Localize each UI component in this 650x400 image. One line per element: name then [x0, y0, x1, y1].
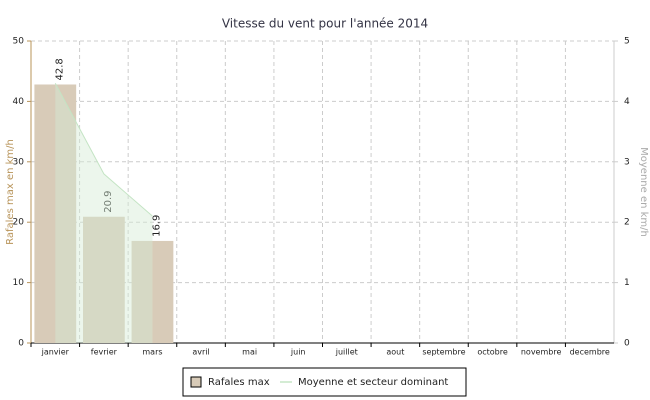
y2-tick-label: 4 — [624, 97, 630, 107]
y2-tick-label: 1 — [624, 278, 630, 288]
legend-label: Rafales max — [208, 377, 270, 388]
x-tick-label: juin — [290, 348, 306, 357]
bar — [131, 240, 174, 343]
x-tick-label: novembre — [521, 348, 562, 357]
legend-box — [182, 367, 467, 397]
x-tick-label: avril — [192, 348, 209, 357]
y2-tick-label: 3 — [624, 157, 630, 167]
area — [55, 83, 153, 343]
bar — [82, 216, 125, 343]
x-tick-label: aout — [386, 348, 404, 357]
legend-label: Moyenne et secteur dominant — [298, 377, 448, 388]
y-tick-label: 30 — [13, 157, 25, 167]
y-tick-label: 20 — [13, 218, 25, 228]
x-tick-label: septembre — [422, 348, 465, 357]
bar — [34, 84, 77, 343]
area-line — [54, 83, 153, 217]
y2-tick-label: 5 — [624, 37, 630, 47]
x-tick-label: janvier — [41, 348, 70, 357]
y-tick-label: 50 — [13, 37, 25, 47]
y2-axis-label: Moyenne en km/h — [638, 147, 649, 237]
x-tick-label: mars — [142, 348, 162, 357]
y-tick-label: 0 — [18, 339, 24, 349]
y2-tick-label: 0 — [624, 339, 630, 349]
y-tick-label: 40 — [13, 97, 25, 107]
bar-value-label: 20.9 — [103, 190, 114, 212]
legend-swatch — [190, 376, 202, 388]
y2-tick-label: 2 — [624, 218, 630, 228]
x-tick-label: fevrier — [91, 348, 118, 357]
x-tick-label: octobre — [477, 348, 508, 357]
x-tick-label: decembre — [570, 348, 610, 357]
x-tick-label: mai — [242, 348, 257, 357]
chart-title: Vitesse du vent pour l'année 2014 — [222, 17, 428, 31]
y-tick-label: 10 — [13, 278, 25, 288]
bar-value-label: 42.8 — [54, 58, 65, 80]
y-axis-label: Rafales max en km/h — [5, 139, 16, 245]
x-tick-label: juillet — [335, 348, 358, 357]
bar-value-label: 16.9 — [151, 215, 162, 237]
